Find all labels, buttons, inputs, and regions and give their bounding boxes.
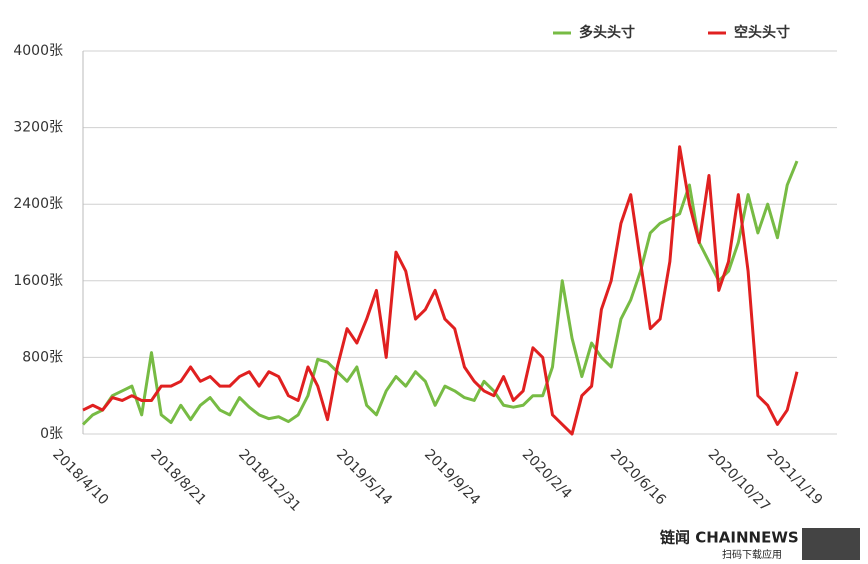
qr-code bbox=[802, 528, 860, 560]
x-tick-label: 2020/2/4 bbox=[519, 446, 575, 502]
y-tick-label: 0张 bbox=[40, 426, 63, 442]
x-tick-label: 2020/10/27 bbox=[705, 446, 773, 514]
data-line bbox=[81, 160, 799, 426]
y-tick-label: 1600张 bbox=[13, 273, 63, 289]
y-tick-label: 800张 bbox=[22, 349, 63, 365]
data-line bbox=[82, 145, 799, 436]
legend-label: 多头头寸 bbox=[579, 24, 635, 41]
brand: 链闻 CHAINNEWS bbox=[660, 529, 799, 547]
x-tick-label: 2019/9/24 bbox=[421, 446, 483, 508]
x-tick-label: 2018/4/10 bbox=[49, 446, 111, 508]
y-tick-label: 3200张 bbox=[13, 120, 63, 136]
x-tick-label: 2018/12/31 bbox=[235, 446, 303, 514]
y-tick-label: 2400张 bbox=[13, 196, 63, 212]
brand-caption: 扫码下载应用 bbox=[722, 548, 782, 560]
x-tick-label: 2021/1/19 bbox=[763, 446, 825, 508]
x-tick-label: 2019/5/14 bbox=[333, 446, 395, 508]
x-tick-label: 2020/6/16 bbox=[607, 446, 669, 508]
y-tick-label: 4000张 bbox=[13, 43, 63, 59]
x-tick-label: 2018/8/21 bbox=[147, 446, 209, 508]
legend-label: 空头头寸 bbox=[734, 24, 790, 41]
